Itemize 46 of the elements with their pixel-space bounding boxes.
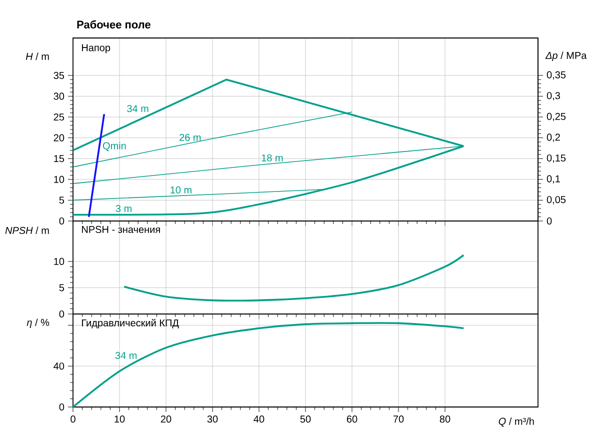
y-axis-title: η / % — [26, 318, 50, 328]
chart-title: Рабочее поле — [77, 20, 150, 28]
y-tick-label: 5 — [59, 196, 64, 204]
x-tick-label: 40 — [254, 416, 264, 423]
y-tick-label: 40 — [54, 362, 64, 370]
series-label: 10 m — [170, 186, 192, 194]
x-tick-label: 0 — [70, 416, 76, 423]
y2-tick-label: 0 — [546, 217, 552, 225]
series-label: 3 m — [116, 204, 132, 212]
y2-tick-label: 0,05 — [546, 196, 566, 204]
series-label: 18 m — [262, 154, 283, 162]
y-tick-label: 0 — [59, 403, 64, 411]
text: Напор — [82, 44, 110, 54]
y-axis-title: H / m — [26, 52, 49, 60]
x-tick-label: 60 — [346, 416, 358, 423]
x-axis-title: Q / m³/h — [498, 418, 534, 427]
x-tick-label: 20 — [160, 416, 172, 423]
y-tick-label: 35 — [54, 72, 64, 79]
x-tick-label: 80 — [440, 416, 450, 423]
series-label: Qmin — [102, 142, 126, 152]
y2-tick-label: 0,25 — [546, 112, 566, 122]
chart-subtitle: NPSH - значения — [82, 226, 160, 233]
y2-axis-title: Δp / MPa — [545, 52, 587, 61]
series-label: 34 m — [127, 105, 148, 112]
y-tick-label: 10 — [54, 176, 64, 183]
y-tick-label: 5 — [59, 284, 64, 292]
y-axis-title: NPSH / m — [5, 226, 49, 234]
y2-tick-label: 0,2 — [546, 134, 560, 142]
y2-tick-label: 0,35 — [546, 71, 566, 80]
y2-tick-label: 0,1 — [546, 175, 560, 184]
x-tick-label: 70 — [393, 416, 404, 423]
y-tick-label: 0 — [59, 310, 64, 318]
y-tick-label: 20 — [54, 134, 64, 142]
chart-subtitle: Гидравлический КПД — [82, 318, 179, 328]
y-tick-label: 25 — [54, 113, 64, 121]
x-tick-label: 30 — [207, 416, 218, 423]
series-label: 26 m — [180, 134, 201, 141]
y2-tick-label: 0,15 — [546, 154, 566, 163]
y-tick-label: 15 — [54, 155, 64, 162]
y-tick-label: 10 — [54, 258, 64, 265]
y-tick-label: 30 — [54, 92, 64, 100]
x-tick-label: 50 — [300, 416, 311, 423]
y2-tick-label: 0,3 — [546, 92, 560, 100]
x-tick-label: 10 — [114, 416, 125, 423]
y-tick-label: 0 — [59, 217, 64, 225]
series-label: 34 m — [115, 352, 137, 359]
